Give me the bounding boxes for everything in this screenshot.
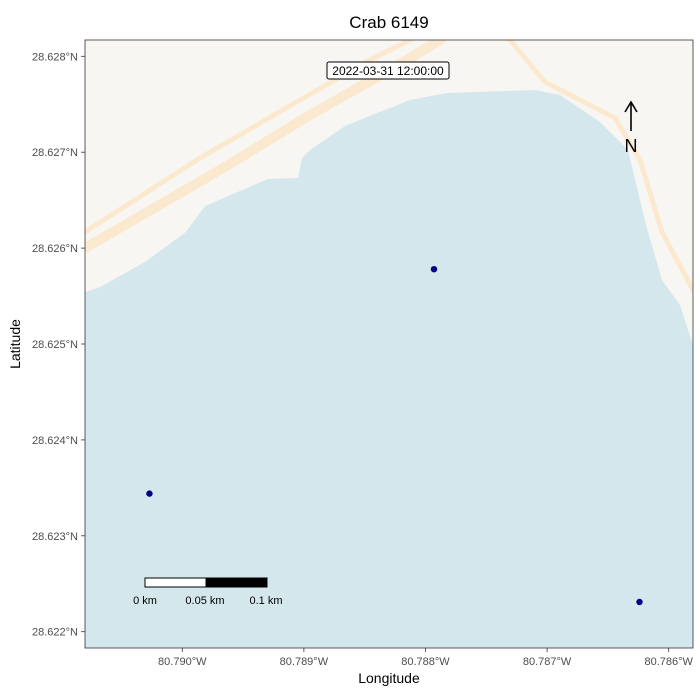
x-tick-label: 80.786°W xyxy=(644,656,693,668)
x-axis-title: Longitude xyxy=(358,670,420,686)
causeway-road xyxy=(507,40,693,293)
x-tick-label: 80.787°W xyxy=(523,656,572,668)
x-tick-label: 80.789°W xyxy=(280,656,329,668)
location-point-2 xyxy=(146,490,153,497)
y-tick-label: 28.627°N xyxy=(32,147,78,159)
north-arrow: N xyxy=(624,100,638,156)
map-panel xyxy=(85,40,693,648)
timestamp-label: 2022-03-31 12:00:00 xyxy=(332,64,444,78)
scale-label-0: 0 km xyxy=(133,595,157,607)
y-tick-label: 28.622°N xyxy=(32,627,78,639)
north-label: N xyxy=(625,136,638,156)
x-axis-ticks: 80.790°W 80.789°W 80.788°W 80.787°W 80.786°W xyxy=(158,648,694,668)
y-tick-label: 28.623°N xyxy=(32,531,78,543)
tracking-points xyxy=(146,265,643,606)
north-arrow-head-icon xyxy=(624,100,638,113)
x-tick-label: 80.788°W xyxy=(401,656,450,668)
y-tick-label: 28.625°N xyxy=(32,339,78,351)
scale-bar-segment-white xyxy=(144,577,207,588)
y-tick-label: 28.628°N xyxy=(32,51,78,63)
scale-bar-segment-black xyxy=(205,577,268,588)
coastal-road-secondary xyxy=(85,40,413,235)
location-point-1 xyxy=(430,265,438,273)
scale-label-2: 0.1 km xyxy=(249,595,282,607)
y-axis-title: Latitude xyxy=(7,319,23,369)
map-title: Crab 6149 xyxy=(349,13,428,32)
y-tick-label: 28.624°N xyxy=(32,435,78,447)
scale-bar: 0 km 0.05 km 0.1 km xyxy=(133,577,283,607)
coastal-road xyxy=(85,40,445,253)
timestamp-box: 2022-03-31 12:00:00 xyxy=(326,61,450,80)
x-tick-label: 80.790°W xyxy=(158,656,207,668)
scale-label-1: 0.05 km xyxy=(185,595,224,607)
land-area xyxy=(85,40,693,345)
location-point-3 xyxy=(636,598,643,606)
y-tick-label: 28.626°N xyxy=(32,243,78,255)
y-axis-ticks: 28.628°N 28.627°N 28.626°N 28.625°N 28.624°N… xyxy=(32,51,85,639)
